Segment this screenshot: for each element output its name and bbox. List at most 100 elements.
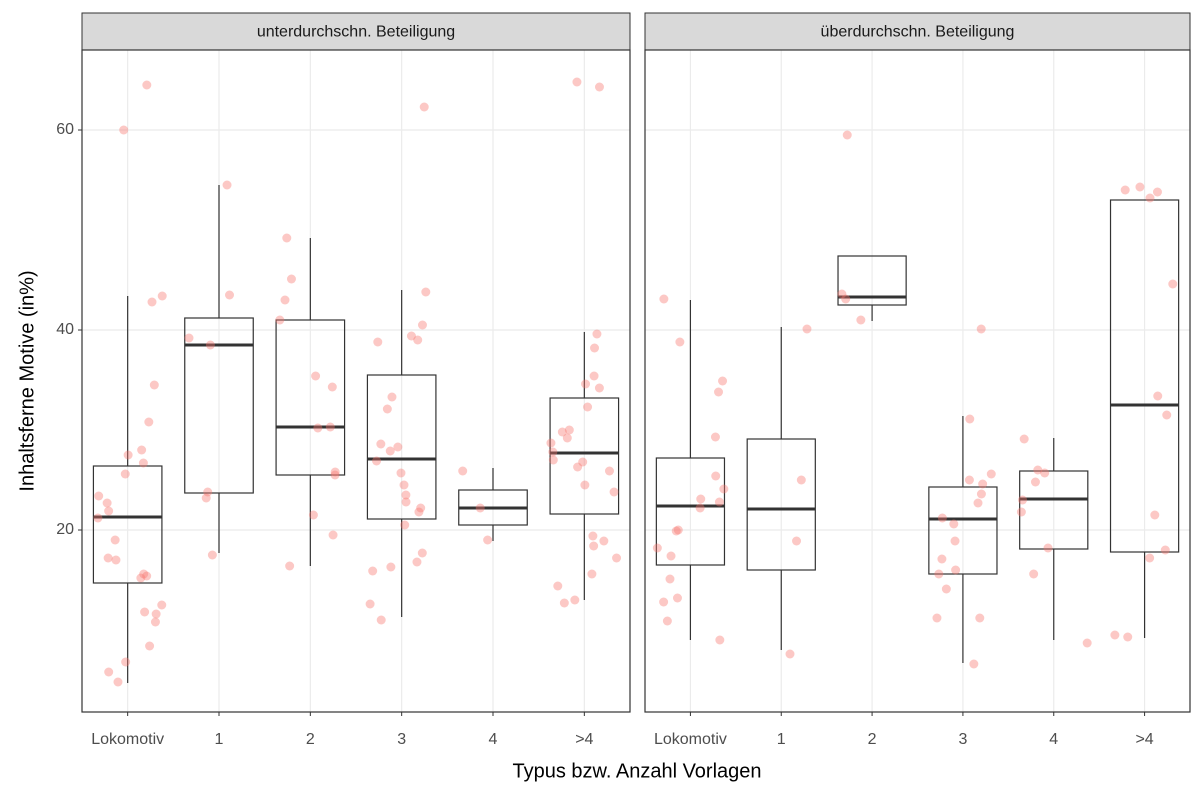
data-point: [393, 442, 403, 452]
data-point: [282, 233, 292, 243]
data-point: [222, 180, 232, 190]
data-point: [1029, 569, 1039, 579]
data-point: [599, 536, 609, 546]
data-point: [856, 315, 866, 325]
data-point: [385, 446, 395, 456]
data-point: [275, 315, 285, 325]
data-point: [711, 471, 721, 481]
data-point: [93, 513, 103, 523]
panel-border: [81, 49, 631, 713]
data-point: [123, 450, 133, 460]
data-point: [401, 490, 411, 500]
data-point: [313, 423, 323, 433]
box: [92, 465, 163, 584]
data-point: [1120, 185, 1130, 195]
data-point: [104, 667, 114, 677]
data-point: [417, 320, 427, 330]
data-point: [802, 324, 812, 334]
data-point: [570, 595, 580, 605]
x-tick-label: 1: [777, 731, 786, 748]
data-point: [412, 557, 422, 567]
data-point: [458, 466, 468, 476]
data-point: [937, 513, 947, 523]
x-tick-label: Lokomotiv: [91, 731, 164, 748]
data-point: [286, 274, 296, 284]
data-point: [589, 541, 599, 551]
data-point: [144, 417, 154, 427]
data-point: [1123, 632, 1133, 642]
box: [928, 486, 998, 575]
x-tick-label: 3: [397, 731, 406, 748]
x-tick-label: 2: [868, 731, 877, 748]
data-point: [564, 425, 574, 435]
data-point: [94, 491, 104, 501]
data-point: [372, 456, 382, 466]
data-point: [986, 469, 996, 479]
data-point: [965, 414, 975, 424]
data-point: [120, 469, 130, 479]
data-point: [311, 371, 321, 381]
data-point: [673, 525, 683, 535]
data-point: [976, 489, 986, 499]
data-point: [136, 573, 146, 583]
data-point: [1110, 630, 1120, 640]
data-point: [102, 498, 112, 508]
data-point: [695, 503, 705, 513]
data-point: [201, 493, 211, 503]
data-point: [1082, 638, 1092, 648]
data-point: [950, 536, 960, 546]
data-point: [111, 555, 121, 565]
data-point: [583, 402, 593, 412]
data-point: [581, 379, 591, 389]
data-point: [1043, 543, 1053, 553]
data-point: [553, 581, 563, 591]
y-axis-title: Inhaltsferne Motive (in%): [16, 270, 38, 491]
box: [184, 317, 254, 494]
data-point: [973, 498, 983, 508]
x-tick-label: 2: [306, 731, 315, 748]
data-point: [121, 657, 131, 667]
data-point: [718, 376, 728, 386]
data-point: [104, 506, 114, 516]
data-point: [1145, 553, 1155, 563]
data-point: [365, 599, 375, 609]
data-point: [1162, 410, 1172, 420]
data-point: [665, 574, 675, 584]
data-point: [1145, 193, 1155, 203]
data-point: [1019, 434, 1029, 444]
x-tick-label: >4: [1135, 731, 1153, 748]
data-point: [696, 494, 706, 504]
box: [1019, 470, 1089, 550]
x-axis-title: Typus bzw. Anzahl Vorlagen: [512, 760, 761, 782]
x-tick-label: 4: [489, 731, 498, 748]
data-point: [401, 497, 411, 507]
data-point: [1040, 468, 1050, 478]
data-point: [594, 82, 604, 92]
data-point: [941, 584, 951, 594]
data-point: [139, 569, 149, 579]
data-point: [671, 526, 681, 536]
data-point: [368, 566, 378, 576]
data-point: [142, 80, 152, 90]
data-point: [951, 565, 961, 575]
data-point: [386, 562, 396, 572]
data-point: [934, 569, 944, 579]
data-point: [548, 447, 558, 457]
data-point: [976, 324, 986, 334]
data-point: [225, 290, 235, 300]
data-point: [138, 458, 148, 468]
data-point: [140, 607, 150, 617]
data-point: [382, 404, 392, 414]
data-point: [137, 445, 147, 455]
data-point: [714, 387, 724, 397]
data-point: [203, 487, 213, 497]
panel-background: [645, 50, 1190, 712]
data-point: [604, 466, 614, 476]
data-point: [573, 462, 583, 472]
data-point: [330, 470, 340, 480]
data-point: [396, 468, 406, 478]
data-point: [147, 297, 157, 307]
data-point: [1152, 187, 1162, 197]
data-point: [207, 550, 217, 560]
